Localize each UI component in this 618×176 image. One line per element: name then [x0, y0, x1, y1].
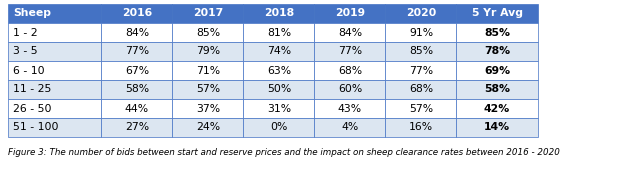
Bar — [8, 23, 101, 42]
Text: 3 - 5: 3 - 5 — [13, 46, 38, 56]
Text: 37%: 37% — [196, 103, 220, 114]
Text: 57%: 57% — [196, 84, 220, 95]
Text: 68%: 68% — [409, 84, 433, 95]
Bar — [243, 99, 315, 118]
Text: 24%: 24% — [196, 122, 220, 133]
Text: 2020: 2020 — [406, 8, 436, 18]
Bar — [101, 118, 172, 137]
Text: 42%: 42% — [484, 103, 510, 114]
Text: 77%: 77% — [338, 46, 362, 56]
Bar — [457, 80, 538, 99]
Bar — [8, 61, 101, 80]
Bar — [386, 80, 457, 99]
Bar — [315, 80, 386, 99]
Text: 2019: 2019 — [335, 8, 365, 18]
Text: 0%: 0% — [270, 122, 287, 133]
Bar — [315, 118, 386, 137]
Bar — [172, 118, 243, 137]
Text: 84%: 84% — [338, 27, 362, 37]
Bar — [243, 118, 315, 137]
Bar — [386, 4, 457, 23]
Bar — [315, 42, 386, 61]
Text: 44%: 44% — [125, 103, 149, 114]
Text: 51 - 100: 51 - 100 — [13, 122, 59, 133]
Text: 74%: 74% — [267, 46, 291, 56]
Bar — [8, 80, 101, 99]
Text: 68%: 68% — [338, 65, 362, 76]
Bar — [101, 99, 172, 118]
Bar — [8, 42, 101, 61]
Text: 26 - 50: 26 - 50 — [13, 103, 51, 114]
Bar — [457, 118, 538, 137]
Bar — [8, 4, 101, 23]
Bar — [172, 61, 243, 80]
Bar — [243, 61, 315, 80]
Bar — [243, 23, 315, 42]
Bar — [172, 99, 243, 118]
Bar — [315, 23, 386, 42]
Bar — [457, 99, 538, 118]
Text: 63%: 63% — [267, 65, 291, 76]
Text: 81%: 81% — [267, 27, 291, 37]
Text: 58%: 58% — [125, 84, 149, 95]
Text: 2016: 2016 — [122, 8, 152, 18]
Text: 43%: 43% — [338, 103, 362, 114]
Text: 4%: 4% — [341, 122, 358, 133]
Bar — [386, 61, 457, 80]
Text: 91%: 91% — [409, 27, 433, 37]
Text: 85%: 85% — [409, 46, 433, 56]
Bar — [386, 99, 457, 118]
Bar — [386, 23, 457, 42]
Bar — [457, 42, 538, 61]
Text: 14%: 14% — [484, 122, 510, 133]
Text: 77%: 77% — [125, 46, 149, 56]
Text: 85%: 85% — [196, 27, 220, 37]
Text: 2017: 2017 — [193, 8, 223, 18]
Bar — [101, 42, 172, 61]
Text: 69%: 69% — [484, 65, 510, 76]
Text: 6 - 10: 6 - 10 — [13, 65, 44, 76]
Text: 77%: 77% — [409, 65, 433, 76]
Bar — [101, 23, 172, 42]
Bar — [315, 99, 386, 118]
Bar — [172, 42, 243, 61]
Text: 50%: 50% — [267, 84, 291, 95]
Text: 5 Yr Avg: 5 Yr Avg — [472, 8, 523, 18]
Bar — [386, 42, 457, 61]
Bar — [8, 99, 101, 118]
Text: 27%: 27% — [125, 122, 149, 133]
Bar — [101, 4, 172, 23]
Text: Sheep: Sheep — [13, 8, 51, 18]
Text: 71%: 71% — [196, 65, 220, 76]
Bar — [243, 80, 315, 99]
Text: 2018: 2018 — [264, 8, 294, 18]
Text: 58%: 58% — [484, 84, 510, 95]
Bar — [386, 118, 457, 137]
Bar — [172, 4, 243, 23]
Text: 11 - 25: 11 - 25 — [13, 84, 51, 95]
Text: Figure 3: The number of bids between start and reserve prices and the impact on : Figure 3: The number of bids between sta… — [8, 148, 560, 157]
Bar — [457, 4, 538, 23]
Text: 31%: 31% — [267, 103, 291, 114]
Text: 78%: 78% — [484, 46, 510, 56]
Text: 57%: 57% — [409, 103, 433, 114]
Bar — [315, 4, 386, 23]
Text: 79%: 79% — [196, 46, 220, 56]
Text: 60%: 60% — [338, 84, 362, 95]
Bar — [457, 61, 538, 80]
Text: 85%: 85% — [484, 27, 510, 37]
Bar — [457, 23, 538, 42]
Bar — [243, 4, 315, 23]
Text: 84%: 84% — [125, 27, 149, 37]
Bar — [101, 61, 172, 80]
Bar — [101, 80, 172, 99]
Bar — [315, 61, 386, 80]
Bar — [172, 23, 243, 42]
Bar — [8, 118, 101, 137]
Text: 67%: 67% — [125, 65, 149, 76]
Text: 16%: 16% — [409, 122, 433, 133]
Bar — [172, 80, 243, 99]
Text: 1 - 2: 1 - 2 — [13, 27, 38, 37]
Bar — [243, 42, 315, 61]
